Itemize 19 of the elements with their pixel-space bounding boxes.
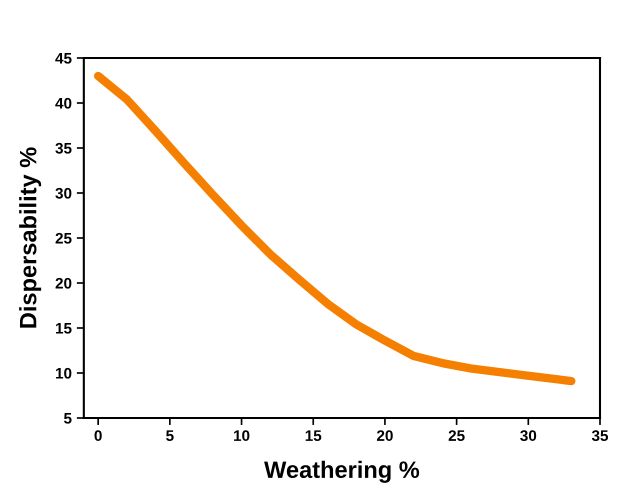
y-tick-label: 45 <box>55 53 72 64</box>
y-tick-label: 5 <box>64 413 72 424</box>
y-tick-label: 30 <box>55 188 72 199</box>
x-tick-label: 25 <box>448 430 465 442</box>
y-tick-label: 25 <box>56 232 72 244</box>
y-tick-label: 20 <box>56 278 72 289</box>
x-tick-label: 30 <box>520 430 536 442</box>
x-tick-label: 10 <box>234 430 250 442</box>
y-tick-label: 40 <box>55 98 72 109</box>
y-tick-label: 10 <box>56 368 72 379</box>
x-tick-label: 35 <box>592 430 608 442</box>
x-axis-title: Weathering % <box>264 460 420 483</box>
y-axis-title: Dispersability % <box>19 147 42 328</box>
x-tick-label: 15 <box>306 430 322 442</box>
x-tick-label: 5 <box>166 430 174 442</box>
y-tick-label: 15 <box>56 323 72 334</box>
y-tick-label: 35 <box>55 142 72 154</box>
x-tick-label: 20 <box>376 430 393 442</box>
x-tick-label: 0 <box>94 430 102 442</box>
